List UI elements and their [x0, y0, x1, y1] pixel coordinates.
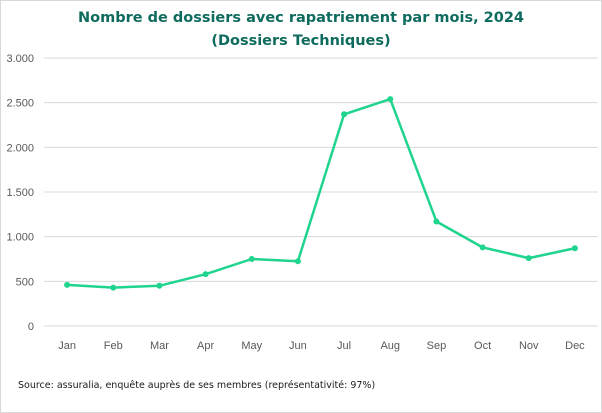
x-tick-label: Oct: [474, 340, 491, 352]
data-point: [571, 245, 578, 252]
x-tick-label: Mar: [150, 340, 169, 352]
data-point: [387, 96, 394, 103]
chart-title: Nombre de dossiers avec rapatriement par…: [77, 10, 524, 26]
data-point: [248, 256, 255, 262]
y-tick-label: 1.000: [6, 232, 34, 244]
series-layer: [64, 96, 578, 291]
x-tick-label: May: [241, 340, 262, 352]
data-point: [110, 284, 117, 291]
source-note: Source: assuralia, enquête auprès de ses…: [18, 380, 376, 391]
data-point: [479, 244, 486, 251]
y-tick-label: 2.500: [6, 98, 34, 110]
x-tick-label: Aug: [380, 340, 400, 352]
data-point: [341, 111, 348, 118]
x-tick-label: Jan: [58, 340, 76, 352]
data-point: [294, 258, 301, 265]
y-tick-label: 500: [16, 276, 34, 288]
x-tick-label: Jun: [289, 340, 307, 352]
x-axis-ticks: Jan Feb Mar Apr May Jun Jul Aug Sep Oct Nov Dec: [58, 340, 585, 352]
x-tick-label: Jul: [337, 340, 351, 352]
x-tick-label: Sep: [427, 340, 447, 352]
y-tick-label: 3.000: [6, 53, 34, 65]
x-tick-label: Nov: [519, 340, 539, 352]
series-line: [67, 97, 576, 289]
x-tick-label: Feb: [104, 340, 123, 352]
data-point: [156, 282, 163, 289]
y-tick-label: 1.500: [6, 187, 34, 199]
y-tick-label: 0: [28, 321, 34, 333]
y-tick-label: 2.000: [6, 142, 34, 154]
data-point: [202, 271, 209, 278]
data-point: [525, 255, 532, 262]
gridlines: [44, 57, 598, 327]
x-tick-label: Dec: [565, 340, 585, 352]
x-tick-label: Apr: [197, 340, 214, 352]
y-axis-ticks: 0 500 1.000 1.500 2.000 2.500 3.000: [6, 53, 34, 333]
data-point: [64, 281, 71, 288]
chart-subtitle: (Dossiers Techniques): [211, 33, 391, 49]
data-point: [433, 218, 440, 225]
